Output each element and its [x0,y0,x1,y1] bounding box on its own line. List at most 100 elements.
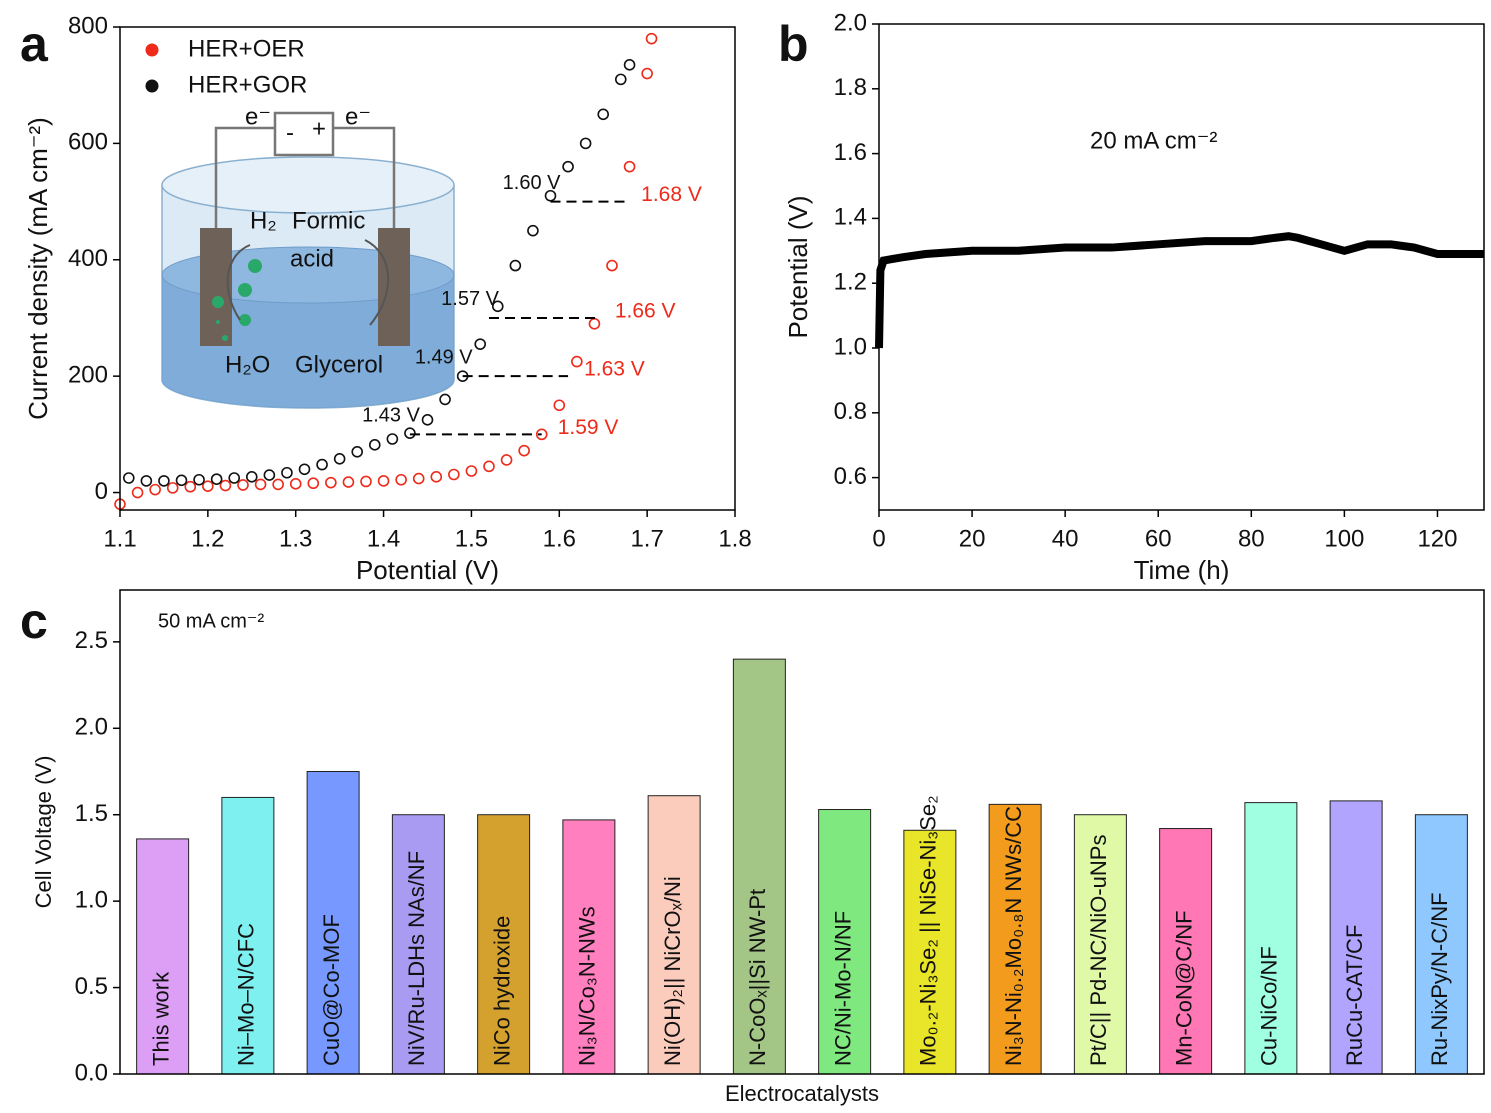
legend-marker [145,43,159,57]
data-point [325,476,337,489]
bar [1244,802,1298,1075]
category-label: N-CoOₓ||Si NW-Pt [745,889,770,1066]
annotation: 1.60 V [503,172,561,194]
y-tick-label: 0.5 [75,973,108,1000]
data-point [606,259,618,272]
x-tick-label: 60 [1145,525,1172,552]
y-tick-label: 0 [95,478,108,505]
bar [562,819,616,1075]
bar [732,658,786,1075]
x-tick-label: 100 [1324,525,1364,552]
data-point [184,480,197,493]
y-tick-label: 0.0 [75,1059,108,1086]
y-tick-label: 1.2 [834,269,867,296]
data-point [439,393,451,406]
annotation: 1.66 V [615,300,676,323]
annotation: 1.49 V [415,346,473,368]
data-point [307,477,320,490]
y-tick-label: 2.5 [75,627,108,654]
category-label: This work [148,971,173,1066]
y-tick-label: 1.0 [75,886,108,913]
y-tick-label: 2.0 [834,9,867,36]
inset-label: e⁻ [245,103,271,130]
y-tick-label: 600 [68,129,108,156]
x-tick-label: 1.3 [279,525,312,552]
data-point [597,108,610,121]
data-point [351,446,364,458]
y-tick-label: 1.0 [834,333,867,360]
data-point [254,478,267,491]
data-point [175,474,188,487]
inset-label: Glycerol [295,351,383,378]
category-label: Ni–Mo–N/CFC [234,923,259,1066]
legend-label: HER+OER [188,35,305,62]
plot-frame [119,589,1485,1075]
x-tick-label: 1.6 [543,525,576,552]
y-tick-label: 400 [68,245,108,272]
bar [477,814,531,1075]
y-tick-label: 1.8 [834,74,867,101]
data-point [474,338,487,350]
inset-label: - [286,119,294,146]
data-point [395,473,407,486]
bar [221,796,275,1075]
x-tick-label: 40 [1052,525,1079,552]
inset-label: e⁻ [345,103,371,130]
data-point [131,486,144,499]
plot-frame [119,26,736,511]
data-point [448,468,460,481]
y-tick-label: 1.4 [834,204,867,231]
data-point [360,475,372,488]
x-tick-label: 20 [959,525,986,552]
data-point [368,439,381,451]
panel-letter: b [778,16,809,72]
annotation: 1.43 V [362,405,420,427]
bar [1329,800,1383,1075]
y-tick-label: 1.5 [75,800,108,827]
data-point [316,458,328,471]
annotation: 1.68 V [641,183,702,206]
data-point [298,463,311,476]
data-point [404,427,416,439]
data-point [645,32,658,45]
y-tick-label: 200 [68,362,108,389]
category-label: Pt/C|| Pd-NC/NiO-uNPs [1086,835,1111,1066]
y-tick-label: 0.8 [834,398,867,425]
y-tick-label: 0.6 [834,463,867,490]
data-point [527,224,539,237]
legend-marker [145,79,159,93]
category-label: Mo₀.₂-Ni₃Se₂ || NiSe-Ni₃Se₂ [916,795,941,1066]
annotation: 50 mA cm⁻² [158,610,264,632]
data-point [412,472,425,485]
data-point [614,73,627,86]
category-label: Cu-NiCo/NF [1257,946,1282,1066]
bar [988,803,1042,1075]
y-tick-label: 1.6 [834,139,867,166]
category-label: NC/Ni-Mo-N/NF [830,911,855,1066]
data-point [263,469,276,481]
data-point [518,444,530,457]
data-point [342,476,355,488]
data-point [237,479,249,491]
x-axis-label: Electrocatalysts [725,1081,879,1106]
y-axis-label: Cell Voltage (V) [31,756,56,909]
x-tick-label: 1.2 [191,525,224,552]
category-label: NiCo hydroxide [489,916,514,1066]
data-point [281,466,293,479]
data-line [875,232,1484,349]
x-tick-label: 120 [1417,525,1457,552]
data-point [202,480,214,492]
data-point [166,482,179,494]
x-tick-label: 1.7 [630,525,663,552]
x-axis-label: Potential (V) [356,555,499,585]
x-tick-label: 1.4 [367,525,400,552]
inset-label: + [312,115,326,142]
data-point [149,483,161,496]
inset-label: acid [290,245,334,272]
y-axis-label: Potential (V) [783,195,813,338]
data-point [509,259,522,272]
y-tick-label: 800 [68,12,108,39]
annotation: 20 mA cm⁻² [1090,127,1217,154]
x-tick-label: 80 [1238,525,1265,552]
